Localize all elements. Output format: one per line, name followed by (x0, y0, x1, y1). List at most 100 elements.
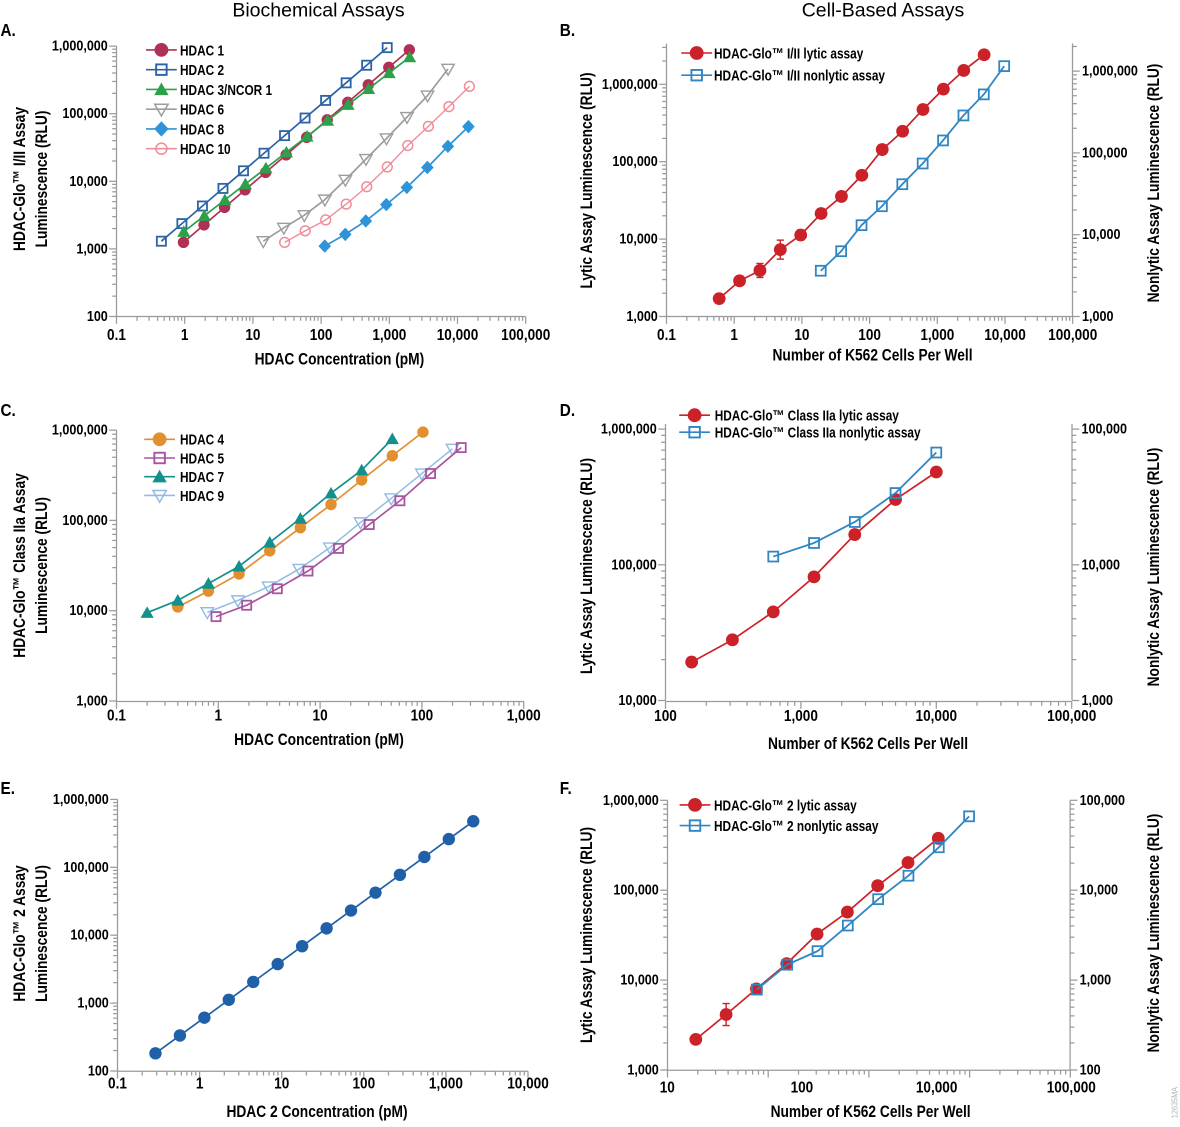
svg-text:0.1: 0.1 (657, 327, 676, 344)
svg-text:10,000: 10,000 (620, 972, 658, 988)
svg-text:100,000: 100,000 (1048, 327, 1097, 344)
svg-text:100: 100 (310, 327, 333, 344)
svg-text:B.: B. (560, 20, 575, 40)
svg-text:10,000: 10,000 (1082, 557, 1120, 573)
svg-text:1,000,000: 1,000,000 (601, 421, 657, 437)
svg-text:HDAC 5: HDAC 5 (180, 450, 224, 467)
svg-text:100,000: 100,000 (612, 153, 657, 169)
svg-text:F.: F. (560, 778, 572, 798)
svg-text:HDAC 7: HDAC 7 (180, 469, 224, 486)
svg-text:1,000,000: 1,000,000 (602, 76, 658, 92)
svg-text:HDAC 10: HDAC 10 (180, 141, 231, 158)
svg-text:HDAC-Glo™ 2 Assay: HDAC-Glo™ 2 Assay (11, 865, 30, 1002)
svg-text:10,000: 10,000 (69, 173, 107, 189)
svg-text:HDAC-Glo™ 2 lytic assay: HDAC-Glo™ 2 lytic assay (714, 797, 857, 814)
svg-text:10,000: 10,000 (1080, 882, 1118, 898)
svg-text:HDAC 1: HDAC 1 (180, 42, 224, 59)
svg-text:Nonlytic Assay Luminescence (R: Nonlytic Assay Luminescence (RLU) (1145, 64, 1164, 303)
svg-text:1,000: 1,000 (76, 693, 107, 709)
svg-text:0.1: 0.1 (108, 1075, 127, 1092)
svg-text:100,000: 100,000 (63, 859, 108, 875)
svg-text:1,000: 1,000 (77, 995, 108, 1011)
svg-text:100: 100 (791, 1079, 814, 1096)
svg-text:1,000,000: 1,000,000 (53, 791, 109, 807)
svg-text:HDAC-Glo™ I/II lytic assay: HDAC-Glo™ I/II lytic assay (714, 45, 864, 62)
svg-text:HDAC-Glo™ Class IIa lytic assa: HDAC-Glo™ Class IIa lytic assay (715, 407, 900, 424)
svg-text:10: 10 (660, 1079, 675, 1096)
svg-text:1,000: 1,000 (626, 308, 657, 324)
svg-text:1,000: 1,000 (1080, 972, 1111, 988)
svg-text:HDAC 2: HDAC 2 (180, 62, 224, 79)
svg-text:10,000: 10,000 (984, 327, 1026, 344)
svg-text:10,000: 10,000 (507, 1075, 549, 1092)
svg-text:Nonlytic Assay Luminescence (R: Nonlytic Assay Luminescence (RLU) (1145, 814, 1164, 1053)
svg-text:100: 100 (654, 708, 677, 725)
svg-text:100: 100 (411, 708, 434, 725)
svg-text:1,000: 1,000 (76, 241, 107, 257)
svg-text:HDAC 9: HDAC 9 (180, 487, 224, 504)
svg-text:HDAC-Glo™ Class IIa nonlytic a: HDAC-Glo™ Class IIa nonlytic assay (715, 424, 921, 441)
svg-text:1,000: 1,000 (627, 1062, 658, 1078)
svg-text:100,000: 100,000 (1082, 421, 1127, 437)
svg-text:HDAC-Glo™ Class IIa Assay: HDAC-Glo™ Class IIa Assay (11, 473, 30, 658)
svg-text:1: 1 (730, 327, 738, 344)
svg-text:10: 10 (245, 327, 260, 344)
svg-text:HDAC Concentration (pM): HDAC Concentration (pM) (234, 731, 404, 750)
svg-text:Lytic Assay Luminescence (RLU): Lytic Assay Luminescence (RLU) (578, 72, 597, 288)
svg-text:1,000: 1,000 (507, 708, 541, 725)
svg-text:Cell-Based Assays: Cell-Based Assays (802, 0, 965, 22)
svg-text:HDAC 4: HDAC 4 (180, 431, 224, 448)
svg-text:100,000: 100,000 (1047, 708, 1096, 725)
svg-text:1,000: 1,000 (1082, 692, 1113, 708)
svg-text:100,000: 100,000 (62, 512, 107, 528)
svg-text:D.: D. (560, 400, 575, 420)
svg-text:10,000: 10,000 (619, 231, 657, 247)
svg-text:C.: C. (1, 400, 16, 420)
svg-text:10,000: 10,000 (69, 602, 107, 618)
svg-text:1: 1 (181, 327, 189, 344)
svg-text:Lytic Assay Luminescence (RLU): Lytic Assay Luminescence (RLU) (578, 458, 597, 674)
svg-text:12635MA: 12635MA (1170, 1086, 1180, 1118)
svg-text:Luminescence (RLU): Luminescence (RLU) (33, 111, 52, 248)
svg-text:100: 100 (88, 1063, 109, 1079)
svg-text:100,000: 100,000 (501, 327, 550, 344)
svg-text:Number of K562 Cells Per Well: Number of K562 Cells Per Well (768, 735, 968, 754)
svg-text:100: 100 (87, 308, 108, 324)
svg-text:Biochemical Assays: Biochemical Assays (232, 0, 405, 22)
svg-text:1,000,000: 1,000,000 (52, 422, 108, 438)
svg-text:1,000,000: 1,000,000 (52, 38, 108, 54)
svg-text:100: 100 (858, 327, 881, 344)
svg-text:10: 10 (313, 708, 328, 725)
svg-text:HDAC-Glo™ 2 nonlytic assay: HDAC-Glo™ 2 nonlytic assay (714, 818, 879, 835)
svg-text:HDAC-Glo™ I/II Assay: HDAC-Glo™ I/II Assay (11, 107, 30, 251)
svg-text:HDAC-Glo™ I/II nonlytic assay: HDAC-Glo™ I/II nonlytic assay (714, 67, 885, 84)
svg-text:A.: A. (1, 20, 16, 40)
svg-text:1,000: 1,000 (372, 327, 406, 344)
svg-text:Luminescence (RLU): Luminescence (RLU) (33, 497, 52, 634)
svg-text:10,000: 10,000 (916, 1079, 958, 1096)
svg-text:10,000: 10,000 (70, 927, 108, 943)
svg-text:HDAC Concentration (pM): HDAC Concentration (pM) (255, 350, 425, 369)
svg-text:100: 100 (352, 1075, 375, 1092)
svg-text:HDAC 2 Concentration (pM): HDAC 2 Concentration (pM) (226, 1103, 407, 1122)
svg-text:1,000: 1,000 (1082, 308, 1113, 324)
svg-text:Number of K562 Cells Per Well: Number of K562 Cells Per Well (772, 346, 972, 365)
svg-text:1,000: 1,000 (784, 708, 818, 725)
svg-text:100,000: 100,000 (62, 105, 107, 121)
svg-text:10,000: 10,000 (437, 327, 479, 344)
svg-text:1,000: 1,000 (920, 327, 954, 344)
svg-text:1: 1 (215, 708, 223, 725)
svg-text:HDAC 6: HDAC 6 (180, 101, 224, 118)
svg-text:Number of K562 Cells Per Well: Number of K562 Cells Per Well (771, 1103, 971, 1122)
svg-text:HDAC 8: HDAC 8 (180, 121, 224, 138)
svg-text:100,000: 100,000 (1047, 1079, 1096, 1096)
svg-text:1,000: 1,000 (429, 1075, 463, 1092)
svg-text:100,000: 100,000 (1082, 145, 1127, 161)
svg-text:0.1: 0.1 (107, 708, 126, 725)
svg-text:100: 100 (1080, 1062, 1101, 1078)
svg-text:100,000: 100,000 (611, 557, 656, 573)
svg-text:Luminescence (RLU): Luminescence (RLU) (33, 865, 52, 1002)
svg-text:E.: E. (1, 778, 15, 798)
svg-text:1,000,000: 1,000,000 (1082, 63, 1138, 79)
svg-text:Nonlytic Assay Luminescence (R: Nonlytic Assay Luminescence (RLU) (1145, 448, 1164, 687)
